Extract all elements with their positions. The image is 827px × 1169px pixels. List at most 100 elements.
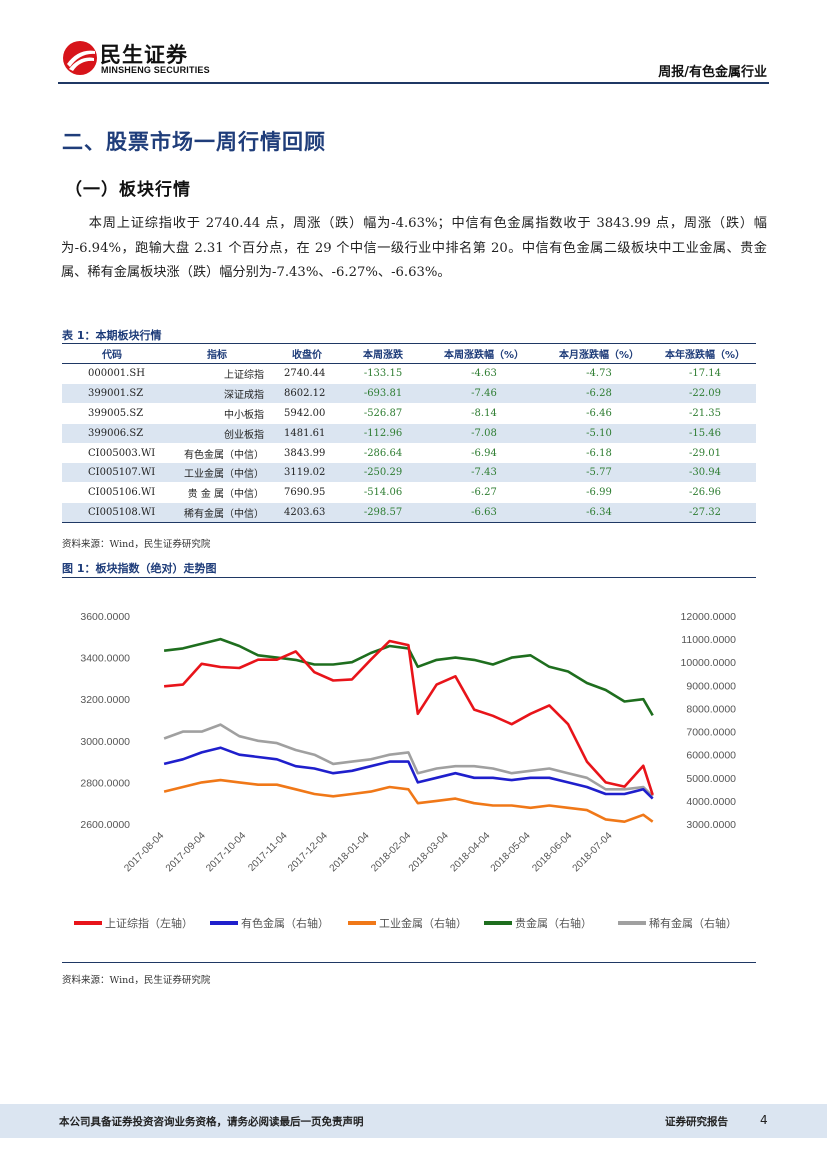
cell-year-pct: -22.09 xyxy=(654,383,756,404)
figure-caption: 图 1：板块指数（绝对）走势图 xyxy=(62,562,217,575)
table-row: CI005108.WI 稀有金属（中信） 4203.63 -298.57 -6.… xyxy=(62,502,756,524)
x-tick-label: 2018-04-04 xyxy=(448,830,492,874)
cell-week-pct: -7.43 xyxy=(424,462,544,484)
cell-year-pct: -26.96 xyxy=(654,482,756,504)
x-tick-label: 2017-12-04 xyxy=(286,830,330,874)
cell-week-pct: -7.08 xyxy=(424,423,544,444)
page-number: 4 xyxy=(760,1113,768,1127)
figure-caption-rule xyxy=(62,577,756,578)
company-logo: 民生证券 MINSHENG SECURITIES xyxy=(62,38,232,82)
series-line xyxy=(163,746,654,800)
logo-emblem-icon xyxy=(63,41,97,75)
right-tick-label: 6000.0000 xyxy=(686,750,736,762)
right-tick-label: 12000.0000 xyxy=(681,611,737,623)
cell-month-pct: -6.34 xyxy=(544,502,654,524)
cell-name: 创业板指 xyxy=(162,423,272,444)
cell-year-pct: -30.94 xyxy=(654,462,756,484)
cell-week-change: -298.57 xyxy=(342,502,424,524)
series-line xyxy=(163,723,654,798)
report-type: 周报/有色金属行业 xyxy=(658,65,767,80)
body-paragraph: 本周上证综指收于 2740.44 点，周涨（跌）幅为-4.63%；中信有色金属指… xyxy=(61,212,767,286)
logo-text-cn: 民生证券 xyxy=(100,43,188,67)
table-header-row: 代码 指标 收盘价 本周涨跌 本周涨跌幅（%） 本月涨跌幅（%） 本年涨跌幅（%… xyxy=(62,343,756,364)
col-header: 本年涨跌幅（%） xyxy=(654,343,756,364)
cell-code: CI005003.WI xyxy=(62,443,162,464)
table-source: 资料来源：Wind，民生证券研究院 xyxy=(62,539,211,550)
col-header: 本周涨跌幅（%） xyxy=(424,343,544,364)
x-tick-label: 2018-06-04 xyxy=(530,830,574,874)
legend-label: 上证综指（左轴） xyxy=(105,916,193,930)
cell-month-pct: -6.28 xyxy=(544,383,654,404)
cell-code: 399005.SZ xyxy=(62,403,162,424)
left-tick-label: 3600.0000 xyxy=(80,611,130,623)
header-divider xyxy=(58,82,769,84)
cell-month-pct: -5.10 xyxy=(544,423,654,444)
cell-month-pct: -4.73 xyxy=(544,363,654,384)
left-tick-label: 3200.0000 xyxy=(80,694,130,706)
x-tick-label: 2018-07-04 xyxy=(571,830,615,874)
col-header: 收盘价 xyxy=(272,343,342,364)
cell-week-change: -250.29 xyxy=(342,462,424,484)
right-axis: 3000.0000 4000.0000 5000.0000 6000.0000 7000… xyxy=(681,611,737,831)
cell-year-pct: -17.14 xyxy=(654,363,756,384)
cell-week-pct: -6.94 xyxy=(424,443,544,464)
table-row: CI005003.WI 有色金属（中信） 3843.99 -286.64 -6.… xyxy=(62,443,756,464)
cell-week-pct: -8.14 xyxy=(424,403,544,424)
footer-disclaimer: 本公司具备证券投资咨询业务资格，请务必阅读最后一页免责声明 xyxy=(59,1116,364,1128)
right-tick-label: 8000.0000 xyxy=(686,703,736,715)
cell-close: 8602.12 xyxy=(272,383,342,404)
x-axis: 2017-08-042017-09-042017-10-042017-11-04… xyxy=(122,830,615,874)
cell-close: 4203.63 xyxy=(272,502,342,524)
cell-name: 深证成指 xyxy=(162,383,272,404)
left-axis: 2600.0000 2800.0000 3000.0000 3200.0000 3400… xyxy=(80,611,130,831)
cell-name: 上证综指 xyxy=(162,363,272,384)
cell-code: 399001.SZ xyxy=(62,383,162,404)
cell-code: 000001.SH xyxy=(62,363,162,384)
cell-week-change: -286.64 xyxy=(342,443,424,464)
left-tick-label: 2800.0000 xyxy=(80,777,130,789)
cell-name: 中小板指 xyxy=(162,403,272,424)
paragraph-text: 本周上证综指收于 2740.44 点，周涨（跌）幅为-4.63%；中信有色金属指… xyxy=(61,216,767,280)
cell-month-pct: -6.18 xyxy=(544,443,654,464)
cell-close: 1481.61 xyxy=(272,423,342,444)
right-tick-label: 3000.0000 xyxy=(686,819,736,831)
cell-code: CI005108.WI xyxy=(62,502,162,524)
cell-close: 5942.00 xyxy=(272,403,342,424)
x-tick-label: 2017-10-04 xyxy=(204,830,248,874)
cell-month-pct: -5.77 xyxy=(544,462,654,484)
table-row: 399001.SZ 深证成指 8602.12 -693.81 -7.46 -6.… xyxy=(62,383,756,404)
series-line xyxy=(163,778,654,823)
cell-week-change: -693.81 xyxy=(342,383,424,404)
col-header: 指标 xyxy=(162,343,272,364)
cell-month-pct: -6.99 xyxy=(544,482,654,504)
cell-week-pct: -4.63 xyxy=(424,363,544,384)
cell-week-change: -514.06 xyxy=(342,482,424,504)
x-tick-label: 2018-03-04 xyxy=(407,830,451,874)
cell-code: CI005106.WI xyxy=(62,482,162,504)
cell-close: 2740.44 xyxy=(272,363,342,384)
cell-year-pct: -29.01 xyxy=(654,443,756,464)
cell-name: 稀有金属（中信） xyxy=(162,502,272,524)
table-row: CI005107.WI 工业金属（中信） 3119.02 -250.29 -7.… xyxy=(62,462,756,484)
right-tick-label: 4000.0000 xyxy=(686,796,736,808)
table-caption: 表 1：本期板块行情 xyxy=(62,329,162,342)
col-header: 本周涨跌 xyxy=(342,343,424,364)
x-tick-label: 2018-05-04 xyxy=(489,830,533,874)
left-tick-label: 2600.0000 xyxy=(80,819,130,831)
left-tick-label: 3000.0000 xyxy=(80,736,130,748)
col-header: 本月涨跌幅（%） xyxy=(544,343,654,364)
cell-name: 有色金属（中信） xyxy=(162,443,272,464)
x-tick-label: 2017-11-04 xyxy=(246,830,290,874)
legend-label: 有色金属（右轴） xyxy=(241,916,329,930)
table-row: 399006.SZ 创业板指 1481.61 -112.96 -7.08 -5.… xyxy=(62,423,756,444)
series-lines xyxy=(163,637,654,823)
logo-text-en: MINSHENG SECURITIES xyxy=(101,65,210,75)
section-title: 二、股票市场一周行情回顾 xyxy=(62,130,326,154)
footer-label: 证券研究报告 xyxy=(665,1116,728,1128)
cell-week-pct: -7.46 xyxy=(424,383,544,404)
legend-label: 贵金属（右轴） xyxy=(515,916,592,930)
cell-week-pct: -6.27 xyxy=(424,482,544,504)
cell-name: 工业金属（中信） xyxy=(162,462,272,484)
x-tick-label: 2017-08-04 xyxy=(122,830,166,874)
cell-week-change: -112.96 xyxy=(342,423,424,444)
